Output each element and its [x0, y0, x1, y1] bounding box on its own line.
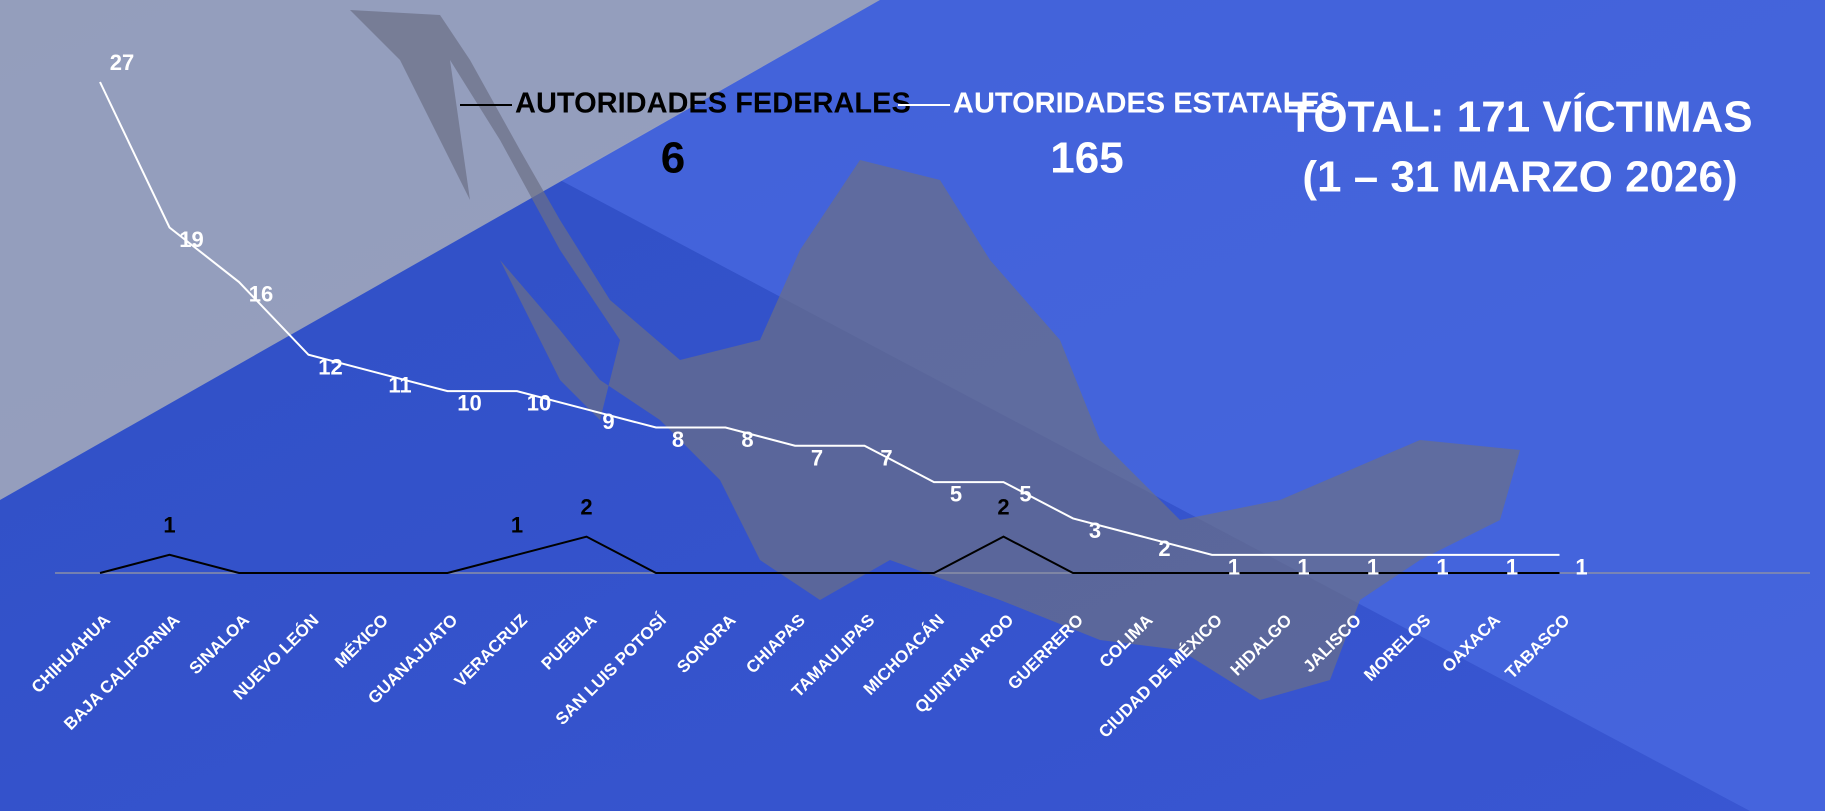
chart-title: TOTAL: 171 VÍCTIMAS [1287, 92, 1752, 142]
data-label: 1 [163, 513, 175, 538]
legend-total: 165 [1050, 134, 1123, 183]
data-label: 1 [1297, 554, 1309, 579]
data-label: 7 [880, 445, 892, 470]
data-label: 19 [179, 227, 203, 252]
data-label: 1 [511, 513, 523, 538]
data-label: 5 [1019, 482, 1031, 507]
data-label: 12 [318, 354, 342, 379]
data-label: 1 [1575, 554, 1587, 579]
legend-label: AUTORIDADES FEDERALES [515, 88, 911, 120]
legend-label: AUTORIDADES ESTATALES [953, 88, 1339, 120]
data-label: 10 [527, 391, 551, 416]
data-label: 5 [950, 482, 962, 507]
data-label: 2 [997, 494, 1009, 519]
data-label: 1 [1436, 554, 1448, 579]
data-label: 8 [741, 427, 753, 452]
series-line [99, 535, 1560, 574]
chart-subtitle: (1 – 31 MARZO 2026) [1302, 153, 1737, 202]
data-label: 3 [1089, 518, 1101, 543]
series-line [99, 81, 1560, 556]
map-silhouette [350, 10, 1520, 700]
data-label: 1 [1367, 554, 1379, 579]
data-label: 1 [1228, 554, 1240, 579]
gray-triangle [0, 0, 880, 500]
data-label: 27 [110, 50, 134, 75]
data-label: 8 [672, 427, 684, 452]
data-label: 10 [457, 391, 481, 416]
legend-total: 6 [661, 134, 685, 183]
data-label: 1 [1506, 554, 1518, 579]
data-label: 9 [602, 409, 614, 434]
data-label: 2 [1158, 536, 1170, 561]
data-label: 11 [388, 373, 411, 398]
data-label: 16 [249, 282, 273, 307]
data-label: 7 [811, 445, 823, 470]
data-label: 2 [580, 494, 592, 519]
